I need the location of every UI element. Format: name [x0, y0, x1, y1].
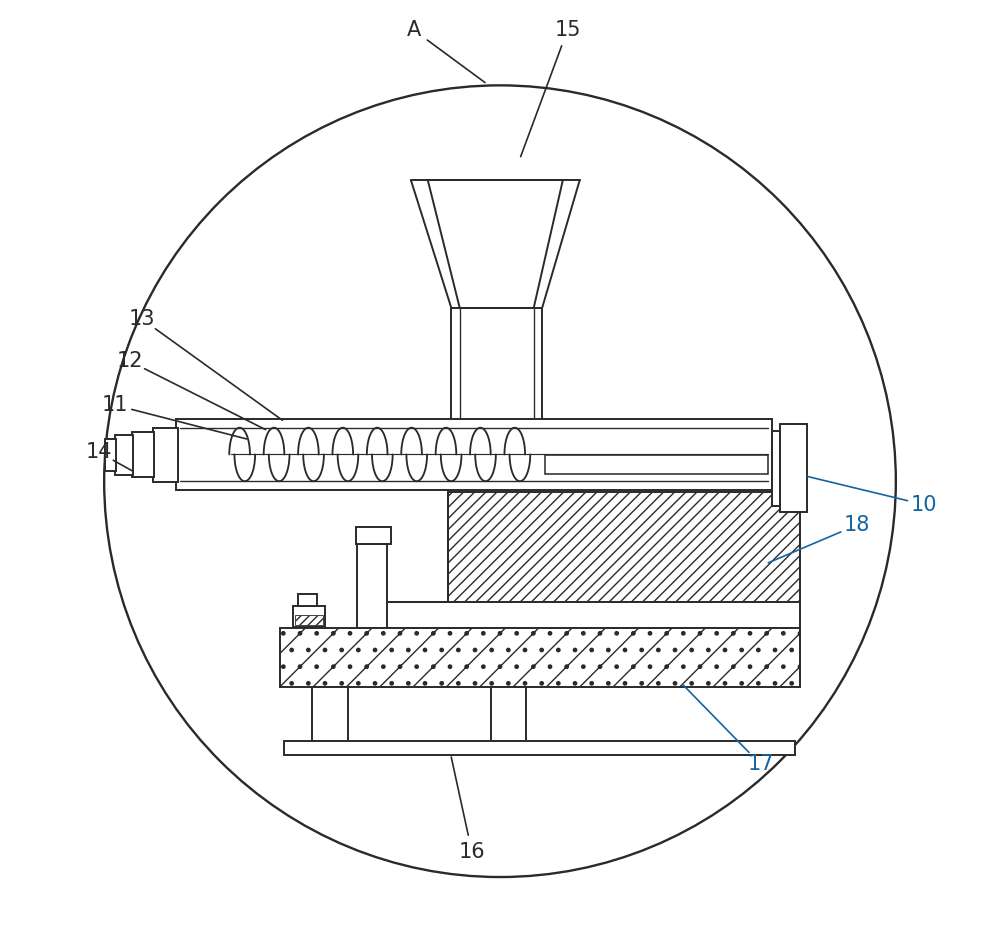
Bar [153, 429, 177, 480]
Text: 18: 18 [843, 515, 870, 536]
Bar [772, 431, 780, 506]
Text: 10: 10 [911, 494, 937, 515]
Bar [356, 527, 391, 544]
Bar [780, 424, 807, 512]
Bar [176, 419, 772, 490]
Text: 13: 13 [128, 309, 155, 329]
Text: 11: 11 [102, 395, 129, 416]
Bar [105, 439, 116, 471]
Text: A: A [407, 20, 421, 40]
Bar [284, 741, 795, 755]
Text: 14: 14 [85, 442, 112, 462]
Bar [357, 544, 387, 628]
Bar [115, 435, 133, 475]
Bar [545, 455, 768, 474]
Text: 17: 17 [748, 754, 774, 775]
Bar [293, 606, 325, 627]
Bar [295, 615, 323, 625]
Bar [448, 492, 800, 602]
Text: 16: 16 [459, 841, 485, 862]
Bar [280, 628, 800, 687]
Bar [375, 602, 800, 628]
Bar [298, 594, 317, 606]
Bar [491, 687, 526, 741]
Text: 12: 12 [116, 351, 143, 371]
Bar [312, 687, 348, 741]
Bar [153, 428, 178, 482]
Text: 15: 15 [554, 20, 581, 40]
Bar [132, 432, 154, 477]
